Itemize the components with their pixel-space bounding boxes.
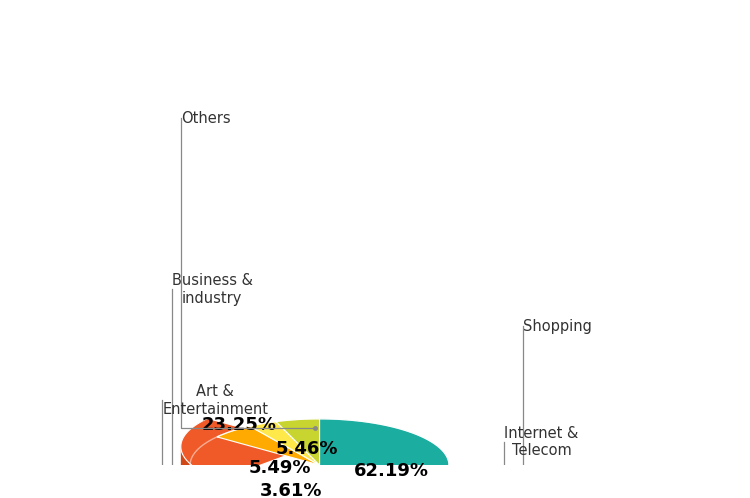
Polygon shape [230, 419, 449, 498]
Polygon shape [320, 419, 449, 498]
Polygon shape [250, 421, 320, 465]
Text: Art &
Entertainment: Art & Entertainment [162, 384, 268, 416]
Text: Shopping: Shopping [523, 319, 592, 334]
Text: Business &
industry: Business & industry [172, 273, 253, 306]
Text: Internet &
Telecom: Internet & Telecom [505, 426, 579, 458]
Text: 23.25%: 23.25% [202, 416, 277, 434]
Text: Others: Others [181, 111, 230, 126]
Polygon shape [181, 447, 220, 498]
Polygon shape [230, 465, 449, 498]
Polygon shape [181, 418, 310, 480]
Polygon shape [230, 419, 449, 498]
Polygon shape [217, 426, 320, 465]
Polygon shape [276, 419, 320, 465]
Polygon shape [276, 419, 320, 465]
Text: 3.61%: 3.61% [260, 482, 322, 498]
Text: 5.46%: 5.46% [276, 440, 338, 458]
Text: 62.19%: 62.19% [354, 462, 429, 480]
Text: 5.49%: 5.49% [249, 459, 311, 477]
Polygon shape [181, 418, 310, 480]
Polygon shape [250, 421, 320, 465]
Polygon shape [217, 426, 320, 465]
